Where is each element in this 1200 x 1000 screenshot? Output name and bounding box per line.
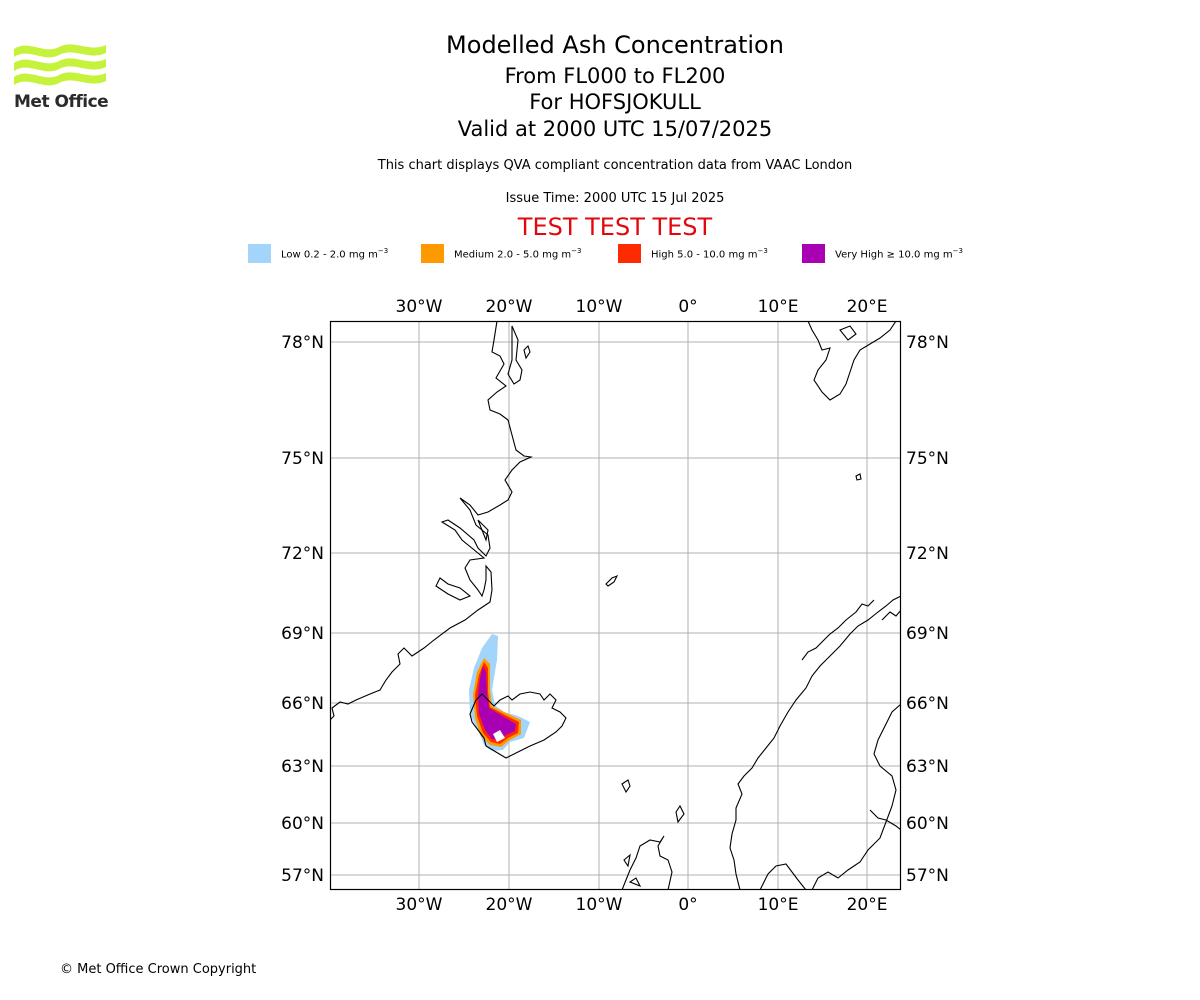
lon-label: 20°E [847,895,888,915]
lat-label: 78°N [281,333,324,353]
flight-levels: From FL000 to FL200 [504,64,726,88]
legend-label-low: Low 0.2 - 2.0 mg m−3 [281,246,389,261]
legend-item-high: High 5.0 - 10.0 mg m−3 [618,244,768,263]
lat-label: 57°N [906,866,949,886]
legend-item-low: Low 0.2 - 2.0 mg m−3 [248,244,388,263]
lon-label: 20°W [486,297,533,317]
coastlines [330,321,901,890]
lat-label: 78°N [906,333,949,353]
ash-zone-very-high [478,666,516,740]
lat-label: 72°N [906,544,949,564]
legend-swatch-medium [421,244,444,263]
graticule [330,321,901,890]
lat-label: 66°N [906,694,949,714]
met-office-logo [14,44,106,86]
map-background [330,321,901,890]
map-frame [329,320,902,891]
subtitle: This chart displays QVA compliant concen… [377,158,853,173]
lon-label: 30°W [396,895,443,915]
lat-label: 72°N [281,544,324,564]
lon-label: 30°W [396,297,443,317]
lat-label: 75°N [281,449,324,469]
coast-iceland [469,691,567,759]
valid-time: Valid at 2000 UTC 15/07/2025 [457,117,773,141]
volcano-name: For HOFSJOKULL [529,90,701,114]
lon-label: 20°E [847,297,888,317]
legend-swatch-very-high [802,244,825,263]
lat-label: 75°N [906,449,949,469]
legend-item-very-high: Very High ≥ 10.0 mg m−3 [802,244,963,263]
lat-label: 69°N [906,624,949,644]
lon-label: 10°E [758,297,799,317]
lat-labels-left: 78°N 75°N 72°N 69°N 66°N 63°N 60°N 57°N [281,333,324,886]
lat-label: 57°N [281,866,324,886]
lat-label: 66°N [281,694,324,714]
legend-swatch-high [618,244,641,263]
ash-plume [469,634,530,751]
coast-jan-mayen [605,574,619,587]
coast-greenland [330,321,533,721]
issue-time: Issue Time: 2000 UTC 15 Jul 2025 [505,191,725,206]
met-office-logo-text: Met Office [14,92,109,112]
lat-label: 69°N [281,624,324,644]
lon-label: 10°W [576,895,623,915]
lon-label: 20°W [486,895,533,915]
test-banner: TEST TEST TEST [517,213,713,241]
coast-norway [729,595,901,890]
lon-labels-top: 30°W 20°W 10°W 0° 10°E 20°E [396,297,888,317]
legend-label-medium: Medium 2.0 - 5.0 mg m−3 [454,246,582,261]
lat-label: 63°N [281,757,324,777]
coast-britain [675,804,685,824]
lon-label: 10°W [576,297,623,317]
lat-label: 60°N [281,814,324,834]
lon-label: 10°E [758,895,799,915]
chart-title: Modelled Ash Concentration [446,31,784,59]
legend-label-high: High 5.0 - 10.0 mg m−3 [651,246,768,261]
copyright-notice: © Met Office Crown Copyright [60,962,257,977]
lat-labels-right: 78°N 75°N 72°N 69°N 66°N 63°N 60°N 57°N [906,333,949,886]
lat-label: 60°N [906,814,949,834]
lon-labels-bottom: 30°W 20°W 10°W 0° 10°E 20°E [396,895,888,915]
legend-item-medium: Medium 2.0 - 5.0 mg m−3 [421,244,581,263]
lon-label: 0° [678,297,697,317]
lat-label: 63°N [906,757,949,777]
lon-label: 0° [678,895,697,915]
coast-svalbard [807,321,897,401]
legend-swatch-low [248,244,271,263]
legend-label-very-high: Very High ≥ 10.0 mg m−3 [835,246,963,261]
